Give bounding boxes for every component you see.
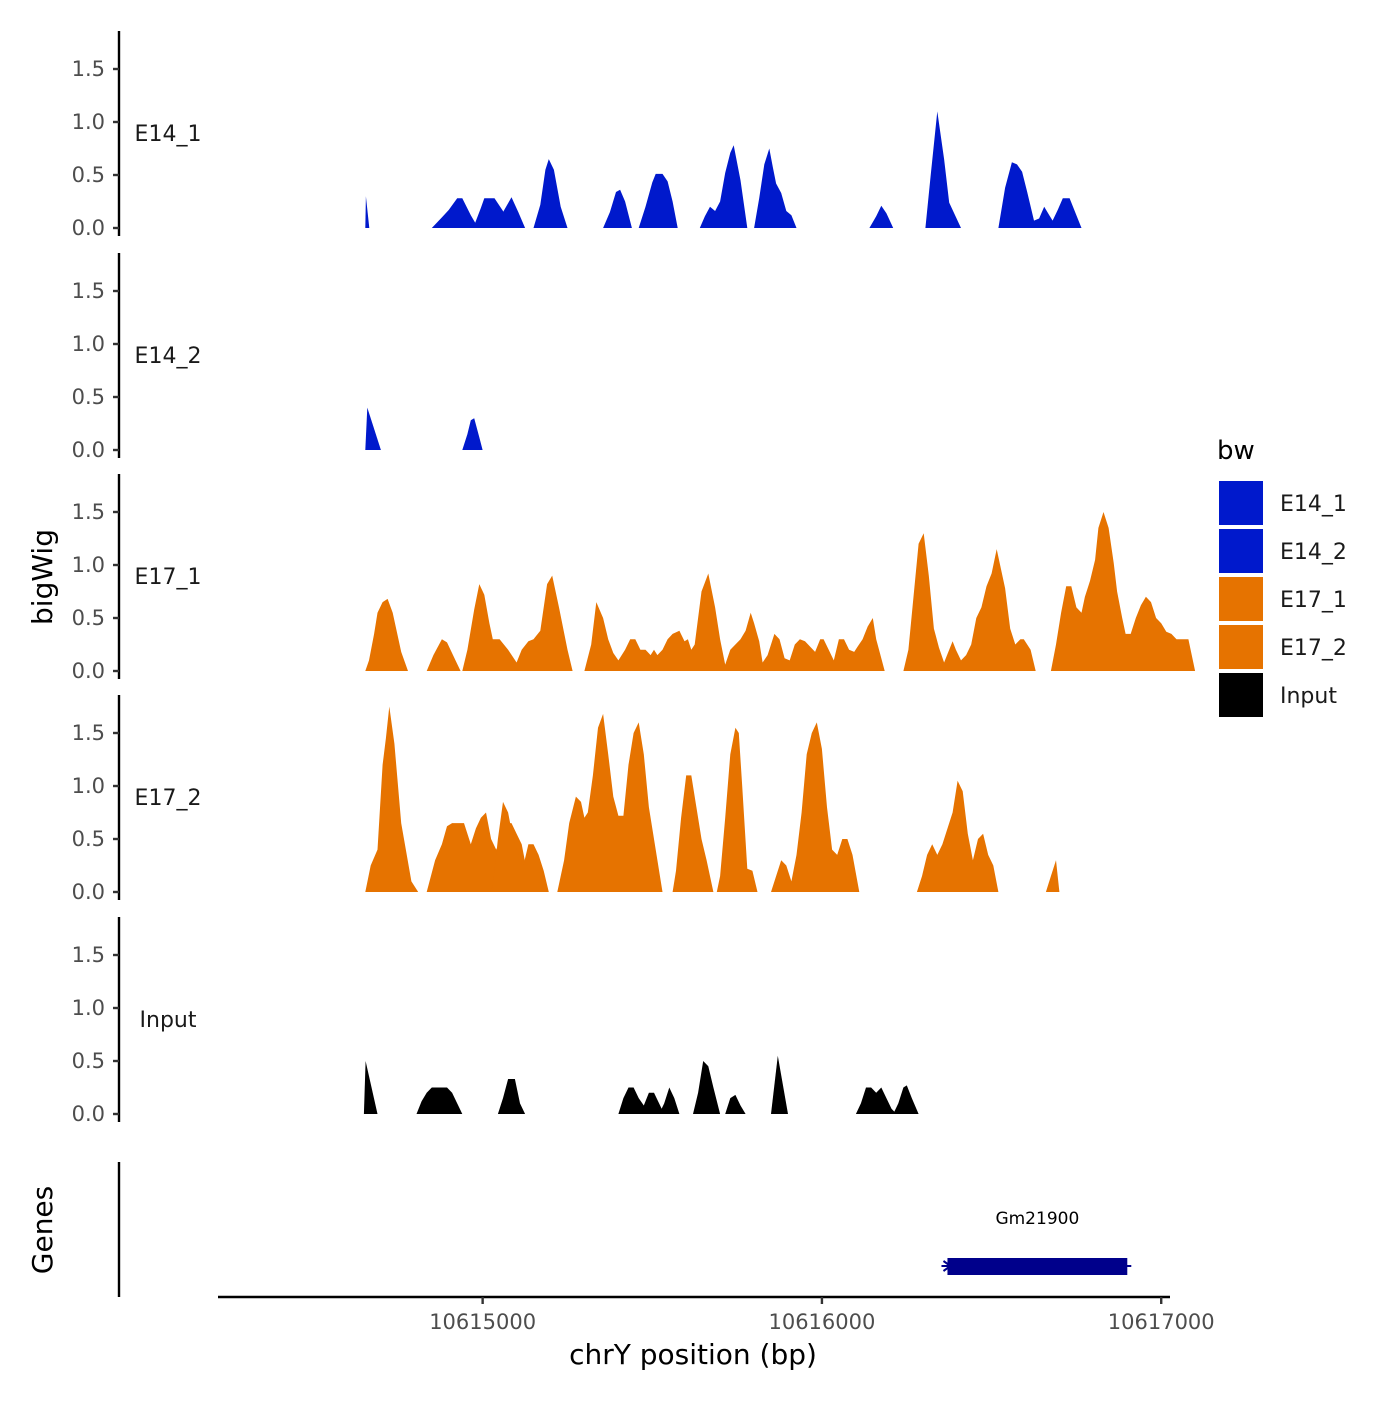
legend-label: E17_1 xyxy=(1280,588,1347,613)
signal-area xyxy=(431,198,510,228)
legend-label: E14_2 xyxy=(1280,540,1347,565)
signal-area xyxy=(363,1061,378,1114)
gene-strand-arrow xyxy=(942,1260,953,1272)
legend-swatch xyxy=(1217,575,1265,623)
signal-area xyxy=(893,1085,919,1114)
legend-label: E14_1 xyxy=(1280,492,1347,517)
y-axis-title: bigWig xyxy=(26,529,59,625)
y-tick-label: 1.0 xyxy=(72,774,105,798)
y-tick-label: 1.0 xyxy=(72,110,105,134)
signal-area xyxy=(1050,512,1196,671)
legend: bw E14_1 E14_2 E17_1 E17_2 Input xyxy=(1217,436,1347,719)
track-panel-E17_2: 0.0 0.5 1.0 1.5 E17_2 xyxy=(72,695,1060,904)
y-tick-label: 1.5 xyxy=(72,57,105,81)
signal-area xyxy=(533,159,568,228)
x-axis: 10615000 10616000 10617000 xyxy=(218,1295,1215,1334)
y-tick-label: 0.0 xyxy=(72,438,105,462)
x-axis-title: chrY position (bp) xyxy=(569,1338,817,1371)
y-tick-label: 0.5 xyxy=(72,827,105,851)
signal-area xyxy=(497,1079,526,1114)
x-tick-label: 10616000 xyxy=(768,1310,875,1334)
signal-area xyxy=(855,1087,897,1114)
y-tick-label: 0.5 xyxy=(72,163,105,187)
signal-area xyxy=(771,1055,788,1114)
signal-area xyxy=(925,111,961,228)
signal-area xyxy=(365,407,381,450)
track-panel-E14_1: 0.0 0.5 1.0 1.5 E14_1 xyxy=(72,31,1082,240)
y-tick-label: 1.0 xyxy=(72,996,105,1020)
y-tick-label: 0.0 xyxy=(72,880,105,904)
track-panel-Input: 0.0 0.5 1.0 1.5 Input xyxy=(72,917,919,1126)
signal-area xyxy=(869,205,894,228)
x-tick-label: 10617000 xyxy=(1108,1310,1215,1334)
signal-area xyxy=(1045,860,1060,892)
track-panel-E14_2: 0.0 0.5 1.0 1.5 E14_2 xyxy=(72,253,483,462)
signal-area xyxy=(754,148,797,228)
y-tick-label: 1.5 xyxy=(72,500,105,524)
y-tick-label: 1.5 xyxy=(72,279,105,303)
legend-swatch xyxy=(1217,671,1265,719)
genes-layer: Gm21900 xyxy=(117,1162,1132,1297)
legend-swatch xyxy=(1217,623,1265,671)
y-tick-label: 0.5 xyxy=(72,385,105,409)
track-label: Input xyxy=(140,1008,197,1033)
y-tick-label: 0.5 xyxy=(72,606,105,630)
y-tick-label: 1.0 xyxy=(72,553,105,577)
signal-area xyxy=(416,1087,463,1114)
y-tick-label: 1.5 xyxy=(72,721,105,745)
signal-area xyxy=(365,196,370,228)
signal-area xyxy=(998,162,1082,228)
y-tick-label: 0.0 xyxy=(72,216,105,240)
track-label: E14_1 xyxy=(135,122,202,147)
signal-area xyxy=(672,775,714,892)
legend-swatch xyxy=(1217,479,1265,527)
legend-swatch xyxy=(1217,527,1265,575)
signal-area xyxy=(716,727,758,892)
y-tick-label: 1.0 xyxy=(72,332,105,356)
signal-area xyxy=(725,1094,746,1114)
y-tick-label: 0.5 xyxy=(72,1049,105,1073)
signal-area xyxy=(638,173,678,228)
y-tick-label: 0.0 xyxy=(72,659,105,683)
gene-label: Gm21900 xyxy=(995,1209,1079,1229)
signal-area xyxy=(771,722,860,892)
signal-area xyxy=(603,189,632,228)
signal-area xyxy=(496,197,526,228)
signal-area xyxy=(365,706,419,892)
x-tick-label: 10615000 xyxy=(429,1310,536,1334)
signal-area xyxy=(584,573,885,671)
track-label: E17_2 xyxy=(135,786,202,811)
signal-area xyxy=(659,1087,680,1114)
signal-area xyxy=(489,801,549,892)
signal-area xyxy=(618,1087,665,1114)
panels-layer: 0.0 0.5 1.0 1.5 E14_1 0.0 0.5 1.0 1.5 E14_2 0.0 0.5… xyxy=(72,31,1196,1126)
signal-area xyxy=(462,575,573,671)
signal-area xyxy=(699,145,748,228)
track-label: E17_1 xyxy=(135,565,202,590)
legend-title: bw xyxy=(1217,436,1255,466)
signal-area xyxy=(426,639,461,671)
y-tick-label: 0.0 xyxy=(72,1102,105,1126)
legend-label: E17_2 xyxy=(1280,636,1347,661)
signal-area xyxy=(916,780,999,892)
signal-area xyxy=(365,598,408,671)
y-tick-label: 1.5 xyxy=(72,943,105,967)
legend-label: Input xyxy=(1280,684,1337,709)
signal-area xyxy=(557,713,663,892)
signal-area xyxy=(903,533,1036,671)
signal-area xyxy=(462,418,483,450)
track-label: E14_2 xyxy=(135,344,202,369)
genes-axis-title: Genes xyxy=(26,1186,59,1274)
track-panel-E17_1: 0.0 0.5 1.0 1.5 E17_1 xyxy=(72,474,1196,683)
signal-area xyxy=(693,1061,721,1114)
